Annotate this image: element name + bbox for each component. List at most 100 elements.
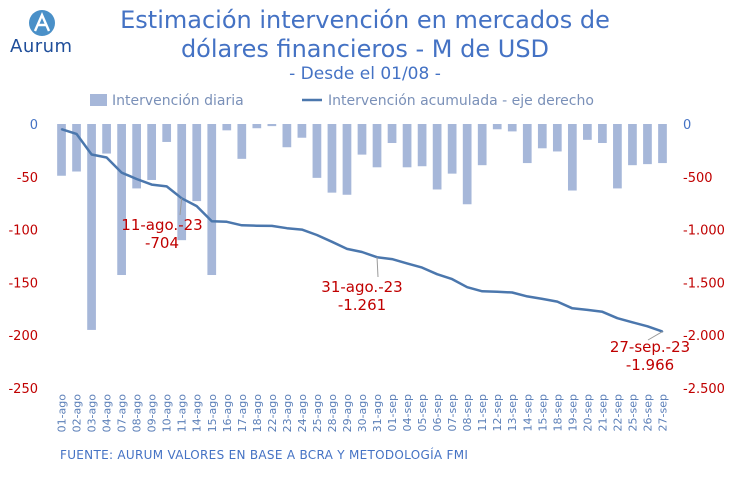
left-tick-label: 0: [30, 118, 38, 133]
bar-11-sep: [477, 124, 487, 166]
line-point-18-ago: [256, 224, 258, 227]
aurum-logo: [29, 10, 55, 36]
line-point-25-sep: [631, 321, 634, 324]
bar-14-ago: [192, 124, 202, 202]
x-tick-label: 23-ago: [281, 394, 294, 433]
line-point-29-ago: [346, 248, 348, 250]
x-tick-label: 25-sep: [626, 394, 639, 431]
bar-17-ago: [237, 124, 247, 159]
line-point-14-sep: [526, 295, 529, 298]
source-note: FUENTE: AURUM VALORES EN BASE A BCRA Y M…: [60, 448, 469, 462]
bar-20-sep: [583, 124, 592, 140]
x-tick-label: 01-ago: [56, 394, 69, 433]
line-point-11-sep: [481, 290, 483, 293]
left-tick-label: -50: [17, 171, 38, 186]
x-tick-label: 14-ago: [191, 394, 204, 433]
legend: Intervención diaria Intervención acumula…: [90, 93, 594, 109]
bar-21-sep: [598, 124, 607, 144]
bar-06-sep: [432, 124, 442, 190]
x-tick-label: 17-ago: [236, 394, 249, 433]
bar-11-ago: [177, 124, 187, 241]
bar-05-sep: [417, 124, 427, 167]
x-tick-label: 09-ago: [146, 394, 159, 433]
x-tick-label: 03-ago: [86, 394, 99, 433]
line-point-20-sep: [586, 309, 589, 311]
x-tick-label: 07-sep: [446, 394, 459, 431]
bar-25-ago: [312, 124, 322, 178]
right-axis: 0 -500 -1.000 -1.500 -2.000 -2.500: [683, 118, 725, 397]
x-tick-label: 16-ago: [221, 394, 234, 433]
x-tick-label: 12-sep: [491, 394, 504, 431]
right-tick-label: -1.000: [683, 224, 725, 239]
legend-label-line: Intervención acumulada - eje derecho: [328, 93, 594, 109]
bar-01-sep: [387, 124, 397, 144]
annotation-value: -704: [145, 234, 179, 252]
bar-18-sep: [552, 124, 562, 152]
line-point-14-ago: [195, 205, 198, 207]
line-point-09-ago: [150, 183, 153, 186]
bar-29-ago: [342, 124, 352, 195]
x-tick-label: 26-sep: [641, 394, 654, 431]
x-tick-label: 18-sep: [551, 394, 564, 431]
bar-01-ago: [57, 124, 66, 176]
line-point-30-ago: [361, 251, 363, 253]
bar-13-sep: [507, 124, 517, 132]
annotation-value: -1.261: [338, 296, 386, 314]
right-tick-label: -2.000: [683, 329, 725, 344]
x-tick-label: 22-ago: [266, 394, 279, 433]
bar-10-ago: [162, 124, 172, 142]
line-point-12-sep: [496, 290, 499, 293]
x-tick-label: 15-sep: [536, 394, 549, 431]
x-tick-label: 01-sep: [386, 394, 399, 431]
line-point-19-sep: [571, 307, 574, 310]
x-tick-label: 05-sep: [416, 394, 429, 431]
bar-07-ago: [117, 124, 126, 276]
line-point-16-ago: [225, 220, 228, 223]
bar-15-sep: [537, 124, 547, 149]
line-point-17-ago: [241, 224, 243, 227]
bar-30-ago: [357, 124, 367, 155]
bar-03-ago: [87, 124, 96, 330]
x-tick-label: 19-sep: [566, 394, 579, 431]
x-tick-label: 30-ago: [356, 394, 369, 433]
bar-04-sep: [402, 124, 412, 168]
line-point-07-sep: [451, 278, 453, 280]
legend-swatch-bar: [90, 94, 107, 106]
line-point-21-sep: [601, 310, 604, 313]
line-point-24-ago: [301, 228, 303, 231]
x-tick-label: 29-ago: [341, 394, 354, 433]
bar-08-ago: [132, 124, 141, 189]
bar-12-sep: [492, 124, 502, 130]
line-point-15-sep: [541, 298, 544, 300]
x-tick-label: 24-ago: [296, 394, 309, 433]
annotations: 11-ago.-23-704 31-ago.-23-1.261 27-sep.-23…: [121, 198, 690, 374]
x-tick-label: 21-sep: [596, 394, 609, 431]
x-tick-label: 07-ago: [116, 394, 129, 433]
line-point-01-ago: [60, 128, 63, 130]
x-tick-label: 13-sep: [506, 394, 519, 431]
x-tick-label: 25-ago: [311, 394, 324, 433]
line-point-08-sep: [466, 286, 468, 288]
bar-22-ago: [267, 124, 277, 127]
line-point-23-ago: [286, 227, 288, 230]
line-point-01-sep: [391, 258, 393, 260]
bar-09-ago: [147, 124, 157, 180]
left-tick-label: -250: [8, 382, 38, 397]
left-tick-label: -100: [8, 224, 38, 239]
bar-25-sep: [628, 124, 637, 166]
bar-08-sep: [462, 124, 472, 205]
right-tick-label: -2.500: [683, 382, 725, 397]
line-point-06-sep: [436, 273, 438, 275]
right-tick-label: -500: [683, 171, 713, 186]
line-point-08-ago: [135, 178, 138, 180]
bar-19-sep: [567, 124, 577, 191]
left-tick-label: -200: [8, 329, 38, 344]
annotation-leader: [376, 257, 379, 278]
annotation-leader: [179, 198, 183, 216]
x-tick-label: 04-sep: [401, 394, 414, 431]
line-point-25-ago: [316, 234, 318, 236]
bar-23-ago: [282, 124, 292, 148]
line-point-22-ago: [271, 225, 273, 227]
